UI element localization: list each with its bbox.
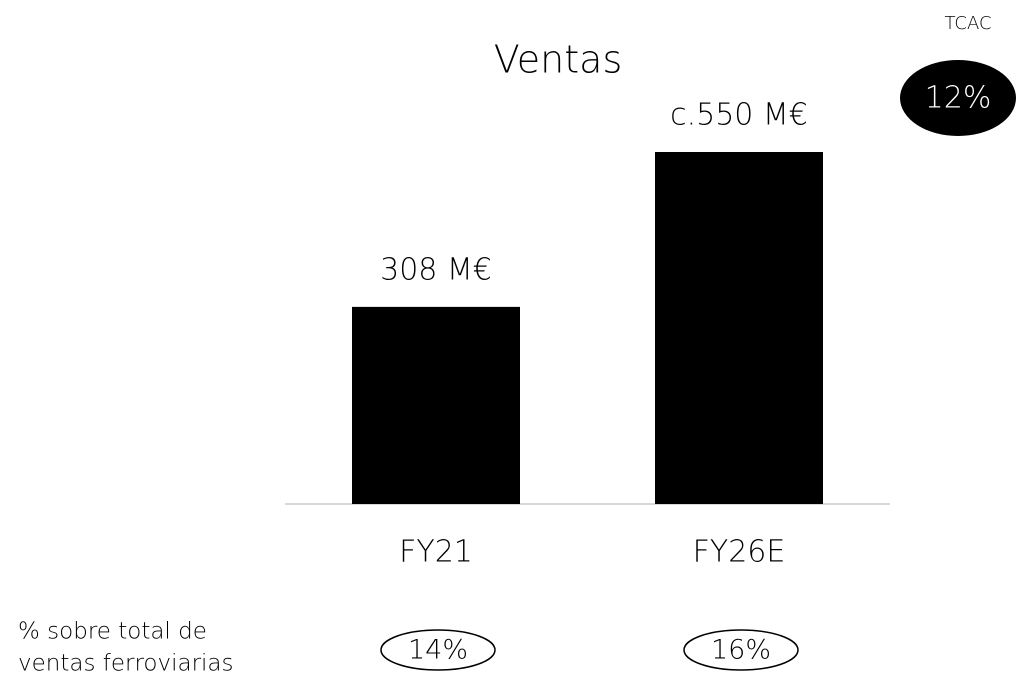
value-label: c.550 M€ <box>670 98 808 133</box>
cagr-label: TCAC <box>944 13 991 34</box>
share-label: % sobre total de <box>18 619 207 645</box>
share-badge <box>683 629 799 671</box>
chart-title: Ventas <box>494 38 623 82</box>
share-value: 14% <box>408 635 468 666</box>
x-tick-label: FY21 <box>399 535 473 570</box>
value-label: 308 M€ <box>380 252 492 287</box>
bar <box>655 152 823 504</box>
x-tick-label: FY26E <box>693 535 786 570</box>
cagr-badge <box>900 60 1016 136</box>
cagr-value: 12% <box>925 81 992 116</box>
share-value: 16% <box>711 635 771 666</box>
share-badge <box>380 629 496 671</box>
share-label: ventas ferroviarias <box>18 651 234 677</box>
bar <box>352 306 520 504</box>
